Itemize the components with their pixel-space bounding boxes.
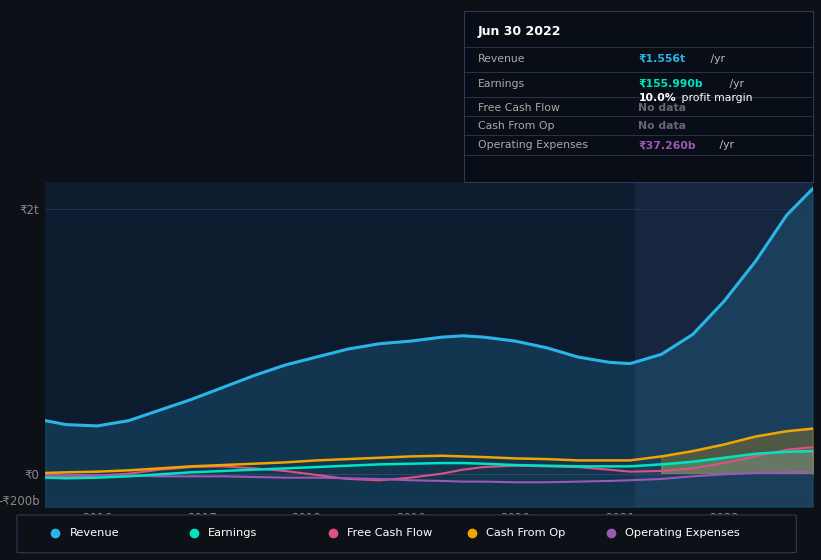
- Text: Cash From Op: Cash From Op: [478, 122, 554, 132]
- Text: /yr: /yr: [727, 79, 745, 89]
- Text: ₹37.260b: ₹37.260b: [639, 140, 696, 150]
- Text: Earnings: Earnings: [209, 529, 258, 538]
- Text: Revenue: Revenue: [478, 54, 525, 64]
- FancyBboxPatch shape: [17, 515, 796, 553]
- Text: No data: No data: [639, 122, 686, 132]
- Text: /yr: /yr: [717, 140, 735, 150]
- Text: Operating Expenses: Operating Expenses: [625, 529, 740, 538]
- Text: Earnings: Earnings: [478, 79, 525, 89]
- Text: 10.0%: 10.0%: [639, 94, 676, 103]
- Text: ₹155.990b: ₹155.990b: [639, 79, 703, 89]
- Text: Free Cash Flow: Free Cash Flow: [478, 102, 560, 113]
- Text: No data: No data: [639, 102, 686, 113]
- Text: Revenue: Revenue: [70, 529, 119, 538]
- Text: ₹1.556t: ₹1.556t: [639, 54, 686, 64]
- Bar: [635, 182, 813, 507]
- Text: Cash From Op: Cash From Op: [486, 529, 566, 538]
- Text: profit margin: profit margin: [678, 94, 753, 103]
- Text: Operating Expenses: Operating Expenses: [478, 140, 588, 150]
- Text: Free Cash Flow: Free Cash Flow: [347, 529, 433, 538]
- Text: Jun 30 2022: Jun 30 2022: [478, 25, 562, 38]
- Text: /yr: /yr: [707, 54, 725, 64]
